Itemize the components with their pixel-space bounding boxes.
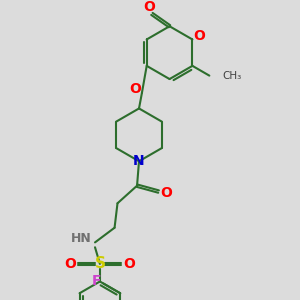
Text: S: S <box>94 256 105 272</box>
Text: O: O <box>160 185 172 200</box>
Text: O: O <box>123 257 135 271</box>
Text: O: O <box>193 28 205 43</box>
Text: F: F <box>92 274 101 287</box>
Text: O: O <box>143 0 155 14</box>
Text: CH₃: CH₃ <box>222 70 241 81</box>
Text: HN: HN <box>71 232 92 245</box>
Text: O: O <box>64 257 76 271</box>
Text: O: O <box>129 82 141 96</box>
Text: N: N <box>133 154 145 168</box>
